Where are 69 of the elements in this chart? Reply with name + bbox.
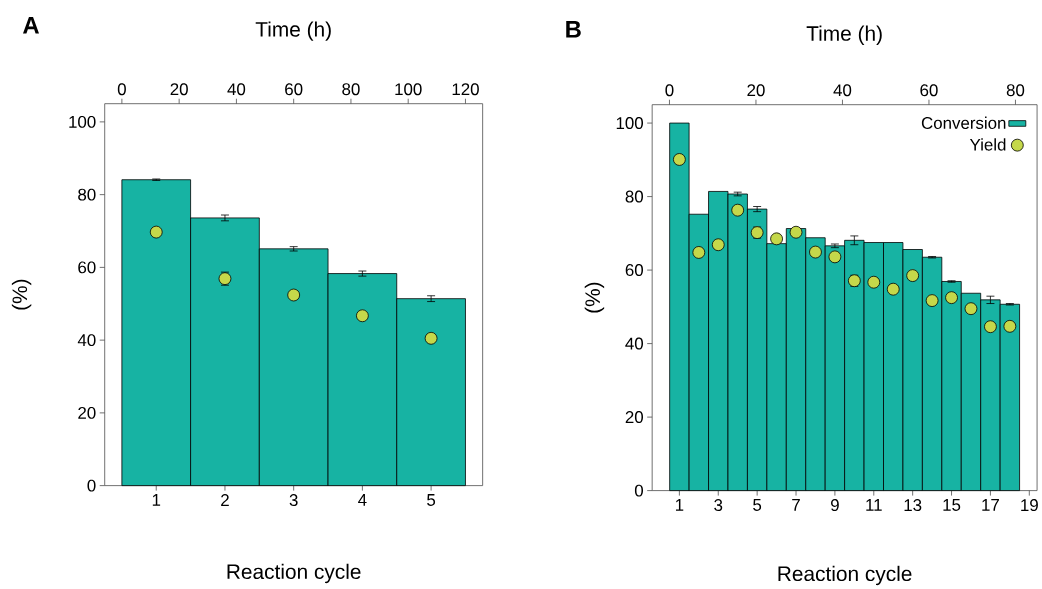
x-tick-label: 15 bbox=[943, 498, 961, 511]
y-tick-label: 100 bbox=[616, 116, 644, 129]
x2-axis-title: Time (h) bbox=[255, 21, 331, 41]
x2-tick-label: 40 bbox=[227, 83, 246, 96]
point bbox=[149, 225, 163, 239]
x-tick-label: 4 bbox=[358, 493, 367, 506]
x2-tick-label: 80 bbox=[342, 83, 360, 96]
point bbox=[692, 245, 706, 259]
point bbox=[906, 269, 920, 282]
y-tick-label: 60 bbox=[78, 261, 96, 274]
x-tick-label: 11 bbox=[866, 498, 882, 511]
point bbox=[964, 302, 978, 315]
x2-tick-label: 100 bbox=[395, 83, 422, 96]
point bbox=[828, 250, 842, 264]
x-tick-label: 5 bbox=[753, 498, 762, 511]
x-tick-label: 13 bbox=[904, 498, 922, 511]
point bbox=[770, 232, 783, 246]
chart-title: A bbox=[23, 16, 39, 34]
y-tick-label: 80 bbox=[625, 190, 644, 203]
point bbox=[867, 275, 881, 289]
x-tick-label: 3 bbox=[714, 498, 723, 511]
y-tick-label: 40 bbox=[77, 333, 96, 346]
point bbox=[1003, 319, 1017, 333]
x2-tick-label: 20 bbox=[747, 84, 765, 97]
y-tick-label: 0 bbox=[87, 479, 96, 492]
x2-tick-label: 40 bbox=[833, 84, 852, 97]
x-tick-label: 7 bbox=[792, 498, 800, 511]
x2-tick-label: 0 bbox=[665, 84, 674, 97]
y-axis-title: (%) bbox=[11, 279, 32, 310]
point bbox=[356, 309, 369, 322]
x2-axis-title: Time (h) bbox=[806, 25, 882, 45]
x-tick-label: 5 bbox=[427, 493, 436, 506]
point bbox=[809, 245, 822, 259]
x2-tick-label: 60 bbox=[920, 84, 938, 97]
x2-tick-label: 80 bbox=[1006, 84, 1025, 97]
y-tick-label: 0 bbox=[634, 484, 644, 497]
legend-label: Yield bbox=[969, 138, 1006, 151]
y-tick-label: 20 bbox=[78, 406, 96, 419]
point bbox=[984, 320, 997, 333]
x2-tick-label: 60 bbox=[285, 83, 303, 96]
y-tick-label: 80 bbox=[78, 188, 96, 201]
y-tick-label: 40 bbox=[625, 337, 644, 350]
point bbox=[731, 203, 745, 217]
point bbox=[287, 288, 301, 302]
x-tick-label: 1 bbox=[675, 498, 684, 511]
point bbox=[424, 331, 438, 345]
y-axis-title: (%) bbox=[584, 282, 605, 313]
y-tick-label: 60 bbox=[625, 263, 644, 276]
x2-tick-label: 20 bbox=[170, 83, 188, 96]
x2-tick-label: 120 bbox=[452, 83, 479, 96]
x-axis-title: Reaction cycle bbox=[227, 563, 361, 584]
x-tick-label: 1 bbox=[152, 493, 161, 506]
chart-title: B bbox=[566, 20, 581, 38]
x-axis-title: Reaction cycle bbox=[778, 565, 912, 586]
x-tick-label: 3 bbox=[289, 493, 298, 506]
point bbox=[673, 152, 686, 166]
y-tick-label: 20 bbox=[625, 410, 644, 423]
point bbox=[945, 291, 958, 304]
x-tick-label: 17 bbox=[982, 498, 999, 511]
x-tick-label: 19 bbox=[1021, 498, 1038, 511]
point bbox=[886, 282, 900, 296]
legend-label: Conversion bbox=[921, 116, 1006, 129]
y-tick-label: 100 bbox=[69, 115, 96, 128]
x-tick-label: 2 bbox=[221, 493, 229, 506]
x2-tick-label: 0 bbox=[117, 83, 126, 96]
point bbox=[711, 238, 725, 251]
point bbox=[789, 225, 803, 239]
x-tick-label: 9 bbox=[831, 498, 839, 511]
point bbox=[925, 294, 939, 307]
